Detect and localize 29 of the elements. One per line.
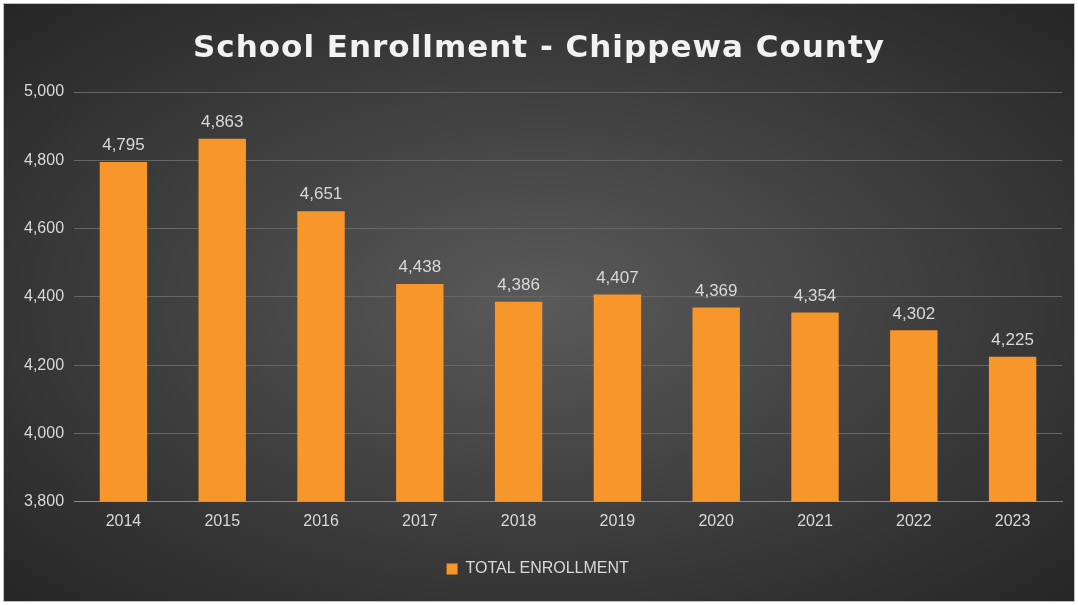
data-label: 4,302 <box>892 303 936 323</box>
x-tick-label: 2017 <box>402 511 438 529</box>
x-tick-label: 2018 <box>500 511 537 529</box>
data-label: 4,863 <box>200 111 244 131</box>
data-label: 4,354 <box>793 285 837 305</box>
chart-title: School Enrollment - Chippewa County <box>192 28 886 64</box>
data-label: 4,369 <box>694 280 738 300</box>
x-tick-label: 2014 <box>105 511 142 529</box>
x-tick-label: 2015 <box>204 511 241 529</box>
legend-label: TOTAL ENROLLMENT <box>465 559 630 577</box>
x-tick-label: 2019 <box>599 511 636 529</box>
y-tick-label: 4,200 <box>23 355 65 373</box>
y-tick-label: 3,800 <box>23 492 65 510</box>
y-tick-label: 4,000 <box>23 423 65 441</box>
y-tick-label: 4,600 <box>23 219 65 237</box>
y-tick-label: 4,800 <box>23 150 65 168</box>
y-tick-label: 4,400 <box>23 287 65 305</box>
data-label: 4,407 <box>596 267 639 287</box>
data-label: 4,795 <box>102 135 145 155</box>
x-tick-label: 2023 <box>994 511 1031 529</box>
x-tick-label: 2021 <box>797 511 833 529</box>
data-label: 4,225 <box>991 329 1034 349</box>
x-tick-label: 2016 <box>303 511 339 529</box>
data-label: 4,438 <box>398 257 442 277</box>
x-tick-label: 2022 <box>896 511 932 529</box>
data-label: 4,651 <box>299 184 343 204</box>
data-label: 4,386 <box>497 274 540 294</box>
x-tick-label: 2020 <box>698 511 735 529</box>
y-tick-label: 5,000 <box>23 82 65 100</box>
